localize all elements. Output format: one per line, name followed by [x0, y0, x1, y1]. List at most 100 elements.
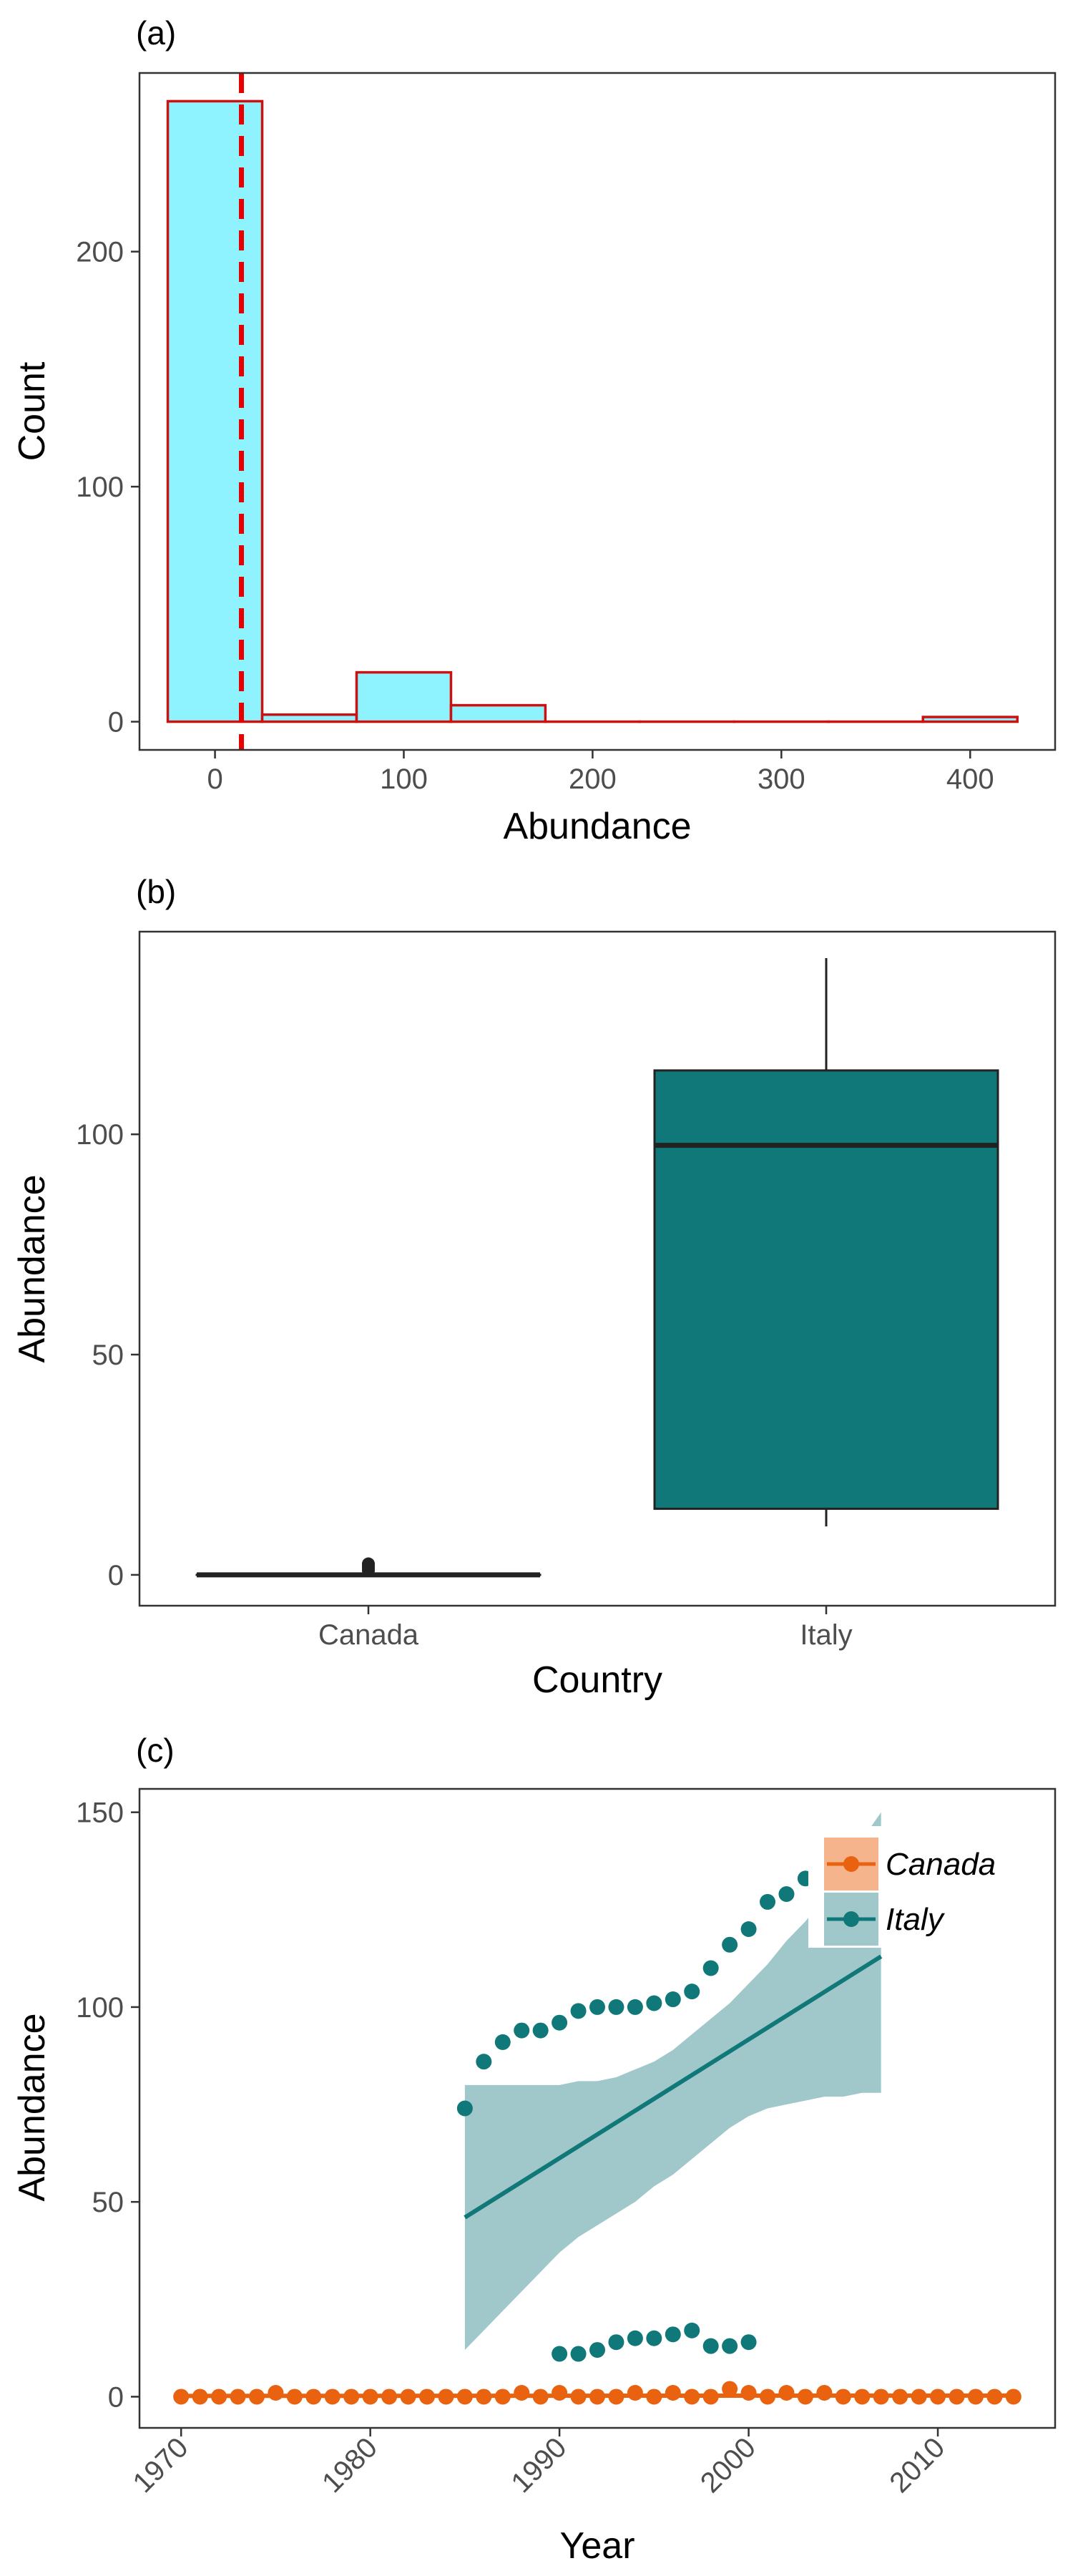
data-point-canada	[268, 2384, 284, 2401]
histogram-bar-0	[166, 99, 264, 723]
data-point-canada	[230, 2389, 246, 2405]
panel-b-plot-border	[138, 930, 1057, 1607]
y-tick-label: 100	[76, 1992, 124, 2024]
y-tick-label: 50	[92, 1340, 124, 1371]
data-point-canada	[456, 2389, 473, 2405]
x-tick-label: 100	[380, 763, 428, 795]
data-point-italy	[552, 2346, 568, 2362]
data-point-canada	[608, 2389, 624, 2405]
data-point-italy	[722, 1936, 738, 1953]
data-point-canada	[532, 2389, 549, 2405]
data-point-italy	[778, 1886, 795, 1903]
panel-c-y-axis-title: Abundance	[11, 2013, 53, 2201]
data-point-canada	[192, 2389, 208, 2405]
data-point-canada	[324, 2389, 340, 2405]
data-point-canada	[248, 2389, 265, 2405]
legend-entry-canada: Canada	[824, 1838, 996, 1890]
x-tick-label: 200	[569, 763, 617, 795]
data-point-canada	[949, 2389, 965, 2405]
data-point-canada	[381, 2389, 398, 2405]
fit-line-italy	[464, 1954, 883, 2220]
data-point-canada	[343, 2389, 360, 2405]
data-point-canada	[816, 2384, 833, 2401]
legend-canada-marker	[843, 1856, 859, 1872]
data-point-canada	[646, 2389, 662, 2405]
y-tick-label: 50	[92, 2187, 124, 2218]
data-point-canada	[494, 2389, 511, 2405]
data-point-italy	[608, 2334, 624, 2351]
box-italy	[653, 1069, 999, 1511]
x-tick-label: 0	[207, 763, 222, 795]
data-point-italy	[740, 1921, 757, 1938]
data-point-canada	[286, 2389, 303, 2405]
data-point-italy	[476, 2054, 492, 2070]
data-point-italy	[722, 2338, 738, 2354]
x-tick-label-italy: Italy	[800, 1619, 852, 1651]
panel-a-x-axis-title: Abundance	[503, 806, 691, 847]
panel-a-y-axis-title: Count	[11, 361, 53, 461]
panel-c-legend: Canada Italy	[808, 1826, 996, 1948]
panel-b-boxplot: (b) Canada Italy 0 50 100 Country Abundance	[11, 873, 1057, 1701]
y-tick-label: 0	[108, 1560, 124, 1591]
data-point-canada	[627, 2384, 643, 2401]
data-point-italy	[684, 2322, 700, 2338]
data-point-canada	[797, 2389, 813, 2405]
data-point-canada	[476, 2389, 492, 2405]
data-point-italy	[532, 2022, 549, 2039]
data-point-canada	[1005, 2389, 1021, 2405]
data-point-italy	[589, 1999, 605, 2015]
histogram-bar-3	[449, 703, 547, 723]
y-tick-label: 0	[108, 707, 124, 738]
legend-italy-marker	[843, 1911, 859, 1927]
data-point-canada	[760, 2389, 776, 2405]
data-point-canada	[173, 2389, 190, 2405]
legend-entry-italy: Italy	[824, 1893, 946, 1946]
data-point-canada	[305, 2389, 322, 2405]
y-tick-label: 200	[76, 237, 124, 268]
data-point-italy	[494, 2034, 511, 2050]
histogram-bar-8	[921, 716, 1019, 723]
panel-c-x-axis-title: Year	[559, 2525, 635, 2567]
data-point-canada	[211, 2389, 227, 2405]
data-point-canada	[418, 2389, 435, 2405]
data-point-canada	[740, 2384, 757, 2401]
data-point-italy	[646, 1995, 662, 2011]
panel-a-histogram: (a) 0 100 200 300 400 0 100 200 Abundance Count	[11, 14, 1057, 847]
data-point-canada	[362, 2389, 378, 2405]
legend-canada-label: Canada	[886, 1847, 996, 1882]
y-tick-label: 100	[76, 1119, 124, 1151]
data-point-canada	[986, 2389, 1003, 2405]
panel-a-marks	[166, 73, 1019, 750]
data-point-italy	[456, 2100, 473, 2117]
data-point-italy	[627, 1999, 643, 2015]
data-point-italy	[552, 2014, 568, 2031]
data-point-italy	[702, 1960, 719, 1976]
y-tick-label: 100	[76, 472, 124, 503]
panel-a-ticks: 0 100 200 300 400 0 100 200	[76, 237, 994, 795]
data-point-canada	[778, 2384, 795, 2401]
data-point-canada	[514, 2384, 530, 2401]
outlier-point-canada	[362, 1557, 375, 1571]
data-point-italy	[665, 1991, 681, 2008]
panel-c-plot-border	[138, 1787, 1057, 2429]
x-tick-label: 400	[946, 763, 994, 795]
data-point-canada	[892, 2389, 908, 2405]
panel-b-tag: (b)	[136, 873, 176, 910]
panel-b-ticks: Canada Italy 0 50 100	[76, 1119, 852, 1651]
panel-a-plot-border	[138, 72, 1057, 751]
data-point-italy	[646, 2330, 662, 2346]
data-point-italy	[665, 2326, 681, 2343]
data-point-italy	[684, 1984, 700, 2000]
data-point-canada	[835, 2389, 851, 2405]
data-point-italy	[627, 2330, 643, 2346]
data-point-canada	[684, 2389, 700, 2405]
histogram-bar-2	[355, 670, 453, 723]
x-tick-label-canada: Canada	[318, 1619, 419, 1651]
data-point-italy	[570, 2346, 587, 2362]
data-point-canada	[873, 2389, 889, 2405]
panel-b-marks	[195, 957, 999, 1578]
data-point-canada	[930, 2389, 946, 2405]
data-point-canada	[552, 2384, 568, 2401]
panel-c-marks	[173, 1812, 1021, 2405]
